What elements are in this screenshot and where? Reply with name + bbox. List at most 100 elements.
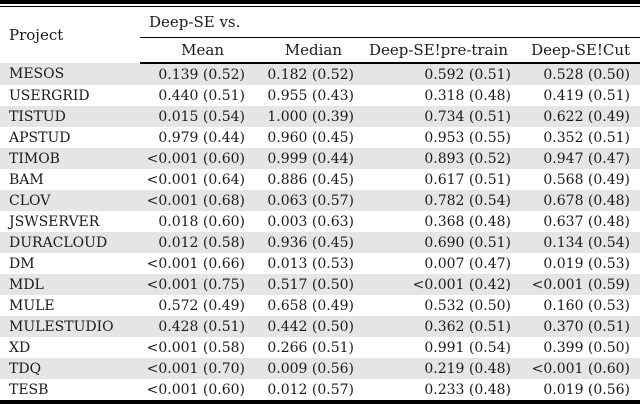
mean-cell: 0.440 (0.51) bbox=[158, 87, 245, 104]
table-body: MESOS 0.139 (0.52) 0.182 (0.52) 0.592 (0… bbox=[0, 63, 640, 400]
project-cell: MULE bbox=[9, 297, 55, 314]
project-cell: TISTUD bbox=[9, 108, 66, 125]
mean-cell: 0.979 (0.44) bbox=[158, 129, 245, 146]
project-cell: MESOS bbox=[9, 66, 65, 82]
table-row: XD <0.001 (0.58) 0.266 (0.51) 0.991 (0.5… bbox=[0, 337, 640, 358]
median-cell: 0.955 (0.43) bbox=[267, 87, 354, 104]
project-cell: MULESTUDIO bbox=[9, 318, 114, 335]
mean-cell: 0.428 (0.51) bbox=[158, 318, 245, 335]
cut-cell: 0.019 (0.53) bbox=[543, 255, 631, 272]
project-cell: CLOV bbox=[9, 192, 51, 209]
cut-cell: 0.370 (0.51) bbox=[543, 318, 631, 335]
median-cell: 0.013 (0.53) bbox=[267, 255, 354, 272]
cut-cell: 0.419 (0.51) bbox=[543, 87, 631, 104]
project-cell: DM bbox=[9, 255, 35, 272]
median-cell: 0.009 (0.56) bbox=[267, 360, 354, 377]
table-row: MDL <0.001 (0.75) 0.517 (0.50) <0.001 (0… bbox=[0, 274, 640, 295]
cut-cell: 0.637 (0.48) bbox=[543, 213, 631, 230]
median-cell: 0.960 (0.45) bbox=[267, 129, 354, 146]
pretrain-cell: 0.007 (0.47) bbox=[424, 255, 511, 272]
table-row: JSWSERVER 0.018 (0.60) 0.003 (0.63) 0.36… bbox=[0, 211, 640, 232]
table-row: MULESTUDIO 0.428 (0.51) 0.442 (0.50) 0.3… bbox=[0, 316, 640, 337]
sub-header-row: Mean Median Deep-SE!pre-train Deep-SE!Cu… bbox=[0, 37, 640, 64]
median-cell: 0.012 (0.57) bbox=[267, 381, 354, 398]
pretrain-cell: 0.219 (0.48) bbox=[424, 360, 511, 377]
pretrain-cell: 0.368 (0.48) bbox=[424, 213, 511, 230]
bottom-rule bbox=[0, 400, 640, 404]
cut-cell: 0.622 (0.49) bbox=[543, 108, 631, 125]
table-row: TESB <0.001 (0.60) 0.012 (0.57) 0.233 (0… bbox=[0, 379, 640, 400]
project-cell: BAM bbox=[9, 171, 44, 188]
pretrain-cell: 0.690 (0.51) bbox=[424, 234, 511, 251]
cut-cell: 0.947 (0.47) bbox=[543, 150, 631, 167]
project-cell: JSWSERVER bbox=[9, 213, 100, 230]
mean-cell: 0.018 (0.60) bbox=[158, 213, 245, 230]
mean-cell: 0.572 (0.49) bbox=[158, 297, 245, 314]
cut-cell: 0.134 (0.54) bbox=[543, 234, 631, 251]
median-cell: 0.442 (0.50) bbox=[267, 318, 354, 335]
table-row: TIMOB <0.001 (0.60) 0.999 (0.44) 0.893 (… bbox=[0, 148, 640, 169]
top-rule-thin bbox=[0, 6, 640, 7]
project-column-header: Project bbox=[9, 26, 64, 44]
mean-cell: <0.001 (0.60) bbox=[146, 150, 245, 167]
cut-cell: 0.528 (0.50) bbox=[543, 66, 631, 83]
mean-cell: 0.015 (0.54) bbox=[158, 108, 245, 125]
pretrain-cell: 0.893 (0.52) bbox=[424, 150, 511, 167]
project-cell: TIMOB bbox=[9, 150, 60, 167]
table-row: DURACLOUD 0.012 (0.58) 0.936 (0.45) 0.69… bbox=[0, 232, 640, 253]
mean-cell: <0.001 (0.70) bbox=[146, 360, 245, 377]
mean-cell: <0.001 (0.58) bbox=[146, 339, 245, 356]
pretrain-cell: 0.532 (0.50) bbox=[424, 297, 511, 314]
median-cell: 0.999 (0.44) bbox=[267, 150, 354, 167]
pretrain-cell: 0.953 (0.55) bbox=[424, 129, 511, 146]
cut-cell: <0.001 (0.59) bbox=[531, 276, 631, 293]
pretrain-cell: 0.734 (0.51) bbox=[424, 108, 511, 125]
cut-cell: 0.352 (0.51) bbox=[543, 129, 631, 146]
top-rule-thick bbox=[0, 0, 640, 4]
median-cell: 0.517 (0.50) bbox=[267, 276, 354, 293]
project-cell: TDQ bbox=[9, 360, 42, 377]
table-row: BAM <0.001 (0.64) 0.886 (0.45) 0.617 (0.… bbox=[0, 169, 640, 190]
project-cell: MDL bbox=[9, 276, 44, 293]
cut-cell: 0.568 (0.49) bbox=[543, 171, 631, 188]
median-cell: 0.003 (0.63) bbox=[267, 213, 354, 230]
table-row: TISTUD 0.015 (0.54) 1.000 (0.39) 0.734 (… bbox=[0, 106, 640, 127]
cut-cell: 0.019 (0.56) bbox=[543, 381, 631, 398]
pretrain-cell: 0.617 (0.51) bbox=[424, 171, 511, 188]
mean-cell: <0.001 (0.64) bbox=[146, 171, 245, 188]
cut-cell: 0.399 (0.50) bbox=[543, 339, 631, 356]
project-cell: USERGRID bbox=[9, 87, 90, 104]
median-cell: 0.266 (0.51) bbox=[267, 339, 354, 356]
table-row: USERGRID 0.440 (0.51) 0.955 (0.43) 0.318… bbox=[0, 85, 640, 106]
pretrain-cell: 0.318 (0.48) bbox=[424, 87, 511, 104]
median-cell: 0.658 (0.49) bbox=[267, 297, 354, 314]
project-cell: TESB bbox=[9, 381, 49, 398]
median-cell: 0.063 (0.57) bbox=[267, 192, 354, 209]
group-column-header: Deep-SE vs. bbox=[140, 7, 640, 38]
cut-cell: 0.160 (0.53) bbox=[543, 297, 631, 314]
project-cell: XD bbox=[9, 339, 31, 356]
cut-cell: <0.001 (0.60) bbox=[531, 360, 631, 377]
table-header: Project Deep-SE vs. Mean Median Deep-SE!… bbox=[0, 7, 640, 64]
mean-cell: <0.001 (0.68) bbox=[146, 192, 245, 209]
table-row: APSTUD 0.979 (0.44) 0.960 (0.45) 0.953 (… bbox=[0, 127, 640, 148]
column-header-cut: Deep-SE!Cut bbox=[520, 37, 640, 64]
mean-cell: <0.001 (0.75) bbox=[146, 276, 245, 293]
pretrain-cell: <0.001 (0.42) bbox=[412, 276, 511, 293]
table-row: CLOV <0.001 (0.68) 0.063 (0.57) 0.782 (0… bbox=[0, 190, 640, 211]
pretrain-cell: 0.233 (0.48) bbox=[424, 381, 511, 398]
median-cell: 0.936 (0.45) bbox=[267, 234, 354, 251]
results-table: Project Deep-SE vs. Mean Median Deep-SE!… bbox=[0, 7, 640, 400]
table-row: DM <0.001 (0.66) 0.013 (0.53) 0.007 (0.4… bbox=[0, 253, 640, 274]
column-header-mean: Mean bbox=[140, 37, 250, 64]
table-row: TDQ <0.001 (0.70) 0.009 (0.56) 0.219 (0.… bbox=[0, 358, 640, 379]
cut-cell: 0.678 (0.48) bbox=[543, 192, 631, 209]
column-header-pretrain: Deep-SE!pre-train bbox=[360, 37, 520, 64]
mean-cell: <0.001 (0.60) bbox=[146, 381, 245, 398]
median-cell: 0.182 (0.52) bbox=[267, 66, 354, 83]
pretrain-cell: 0.991 (0.54) bbox=[424, 339, 511, 356]
pretrain-cell: 0.592 (0.51) bbox=[424, 66, 511, 83]
mean-cell: <0.001 (0.66) bbox=[146, 255, 245, 272]
column-header-median: Median bbox=[250, 37, 360, 64]
